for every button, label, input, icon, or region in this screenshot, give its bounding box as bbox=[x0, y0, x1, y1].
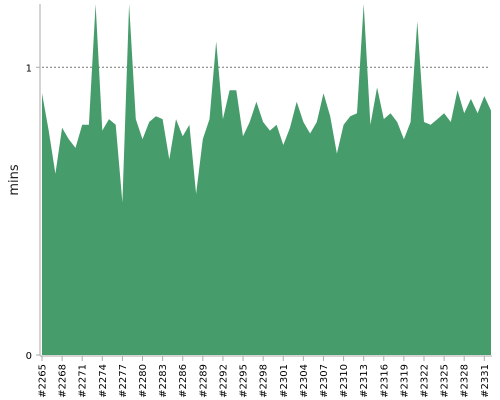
x-tick-label: #2319 bbox=[399, 364, 410, 398]
x-tick-label: #2301 bbox=[279, 364, 290, 398]
x-tick-label: #2268 bbox=[58, 364, 69, 398]
x-tick-label: #2322 bbox=[420, 364, 431, 398]
x-tick-label: #2295 bbox=[239, 364, 250, 398]
x-tick-label: #2328 bbox=[460, 364, 471, 398]
x-tick-label: #2316 bbox=[379, 364, 390, 398]
y-axis-ticks: 01 bbox=[26, 63, 40, 362]
y-tick-label: 1 bbox=[26, 63, 32, 74]
x-tick-label: #2271 bbox=[78, 364, 89, 398]
x-tick-label: #2310 bbox=[339, 364, 350, 398]
x-tick-label: #2289 bbox=[198, 364, 209, 398]
x-tick-label: #2313 bbox=[359, 364, 370, 398]
x-tick-label: #2331 bbox=[480, 364, 491, 398]
area-series bbox=[42, 4, 491, 355]
x-tick-label: #2265 bbox=[38, 364, 49, 398]
x-axis-ticks: #2265 #2268 #2271 #2274 #2277 #2280 #2283 #2286… bbox=[38, 356, 491, 398]
x-tick-label: #2277 bbox=[118, 364, 129, 398]
y-axis-label: mins bbox=[7, 164, 22, 196]
x-tick-label: #2298 bbox=[259, 364, 270, 398]
x-tick-label: #2280 bbox=[138, 364, 149, 398]
x-tick-label: #2325 bbox=[440, 364, 451, 398]
y-tick-label: 0 bbox=[26, 351, 32, 362]
x-tick-label: #2307 bbox=[319, 364, 330, 398]
x-tick-label: #2304 bbox=[299, 364, 310, 398]
x-tick-label: #2286 bbox=[178, 364, 189, 398]
plot-area: 01 #2265 #2268 #2271 #2274 #2277 #2280 #2283 #2… bbox=[7, 4, 492, 398]
x-tick-label: #2292 bbox=[218, 364, 229, 398]
x-tick-label: #2274 bbox=[98, 364, 109, 398]
x-tick-label: #2283 bbox=[158, 364, 169, 398]
